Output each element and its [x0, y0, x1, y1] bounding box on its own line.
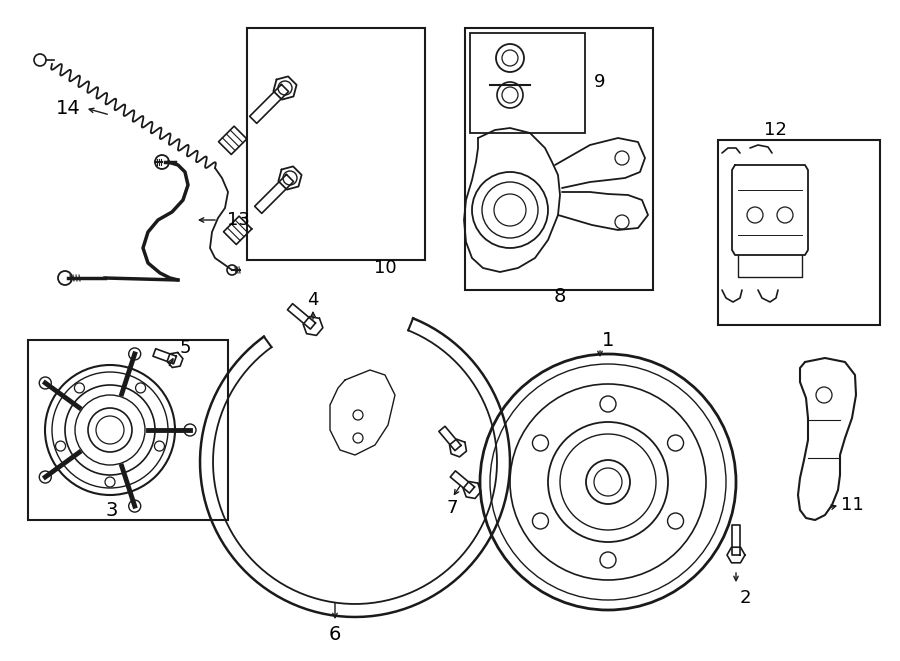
Text: 10: 10 — [374, 259, 396, 277]
Bar — [247, 28, 425, 260]
Text: 2: 2 — [739, 589, 751, 607]
Text: 14: 14 — [56, 98, 80, 118]
Text: 5: 5 — [179, 339, 191, 357]
Text: 9: 9 — [594, 73, 606, 91]
Text: 1: 1 — [602, 330, 614, 350]
Text: 6: 6 — [328, 625, 341, 644]
Bar — [28, 340, 228, 520]
Bar — [718, 140, 880, 325]
Text: 12: 12 — [763, 121, 787, 139]
Text: 8: 8 — [554, 288, 566, 307]
Bar — [470, 33, 585, 133]
Text: 13: 13 — [227, 211, 249, 229]
Text: 3: 3 — [106, 500, 118, 520]
Text: 4: 4 — [307, 291, 319, 309]
Bar — [465, 28, 653, 290]
Text: 7: 7 — [446, 499, 458, 517]
Text: 11: 11 — [841, 496, 863, 514]
